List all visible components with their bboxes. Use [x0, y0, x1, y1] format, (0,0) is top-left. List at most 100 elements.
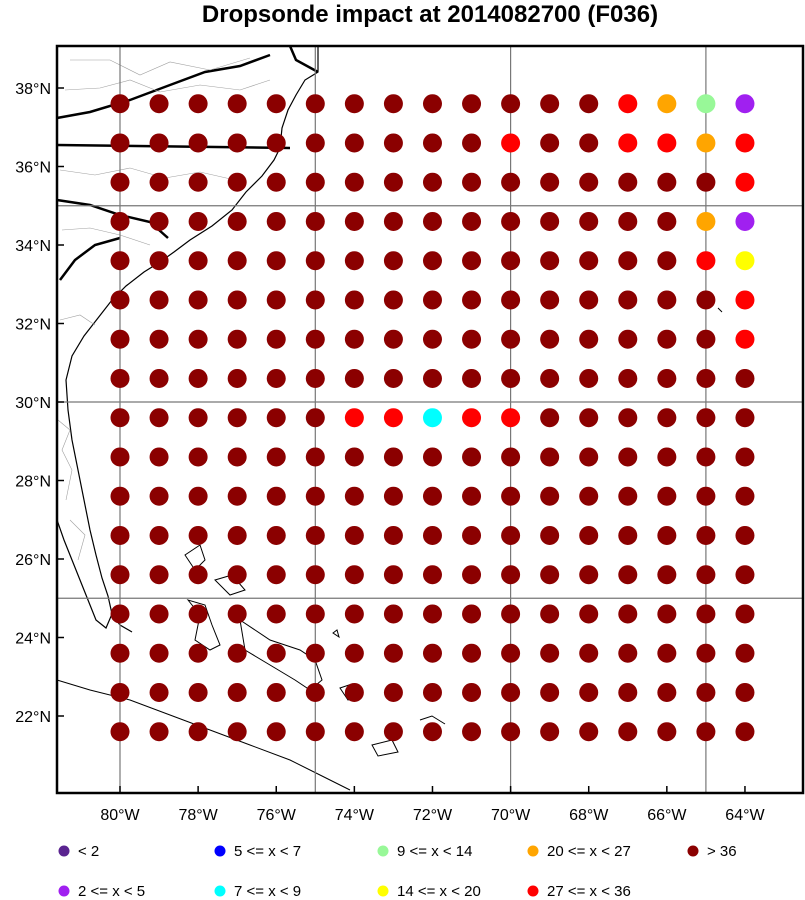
- impact-dots: [110, 94, 755, 742]
- impact-dot: [188, 94, 208, 114]
- impact-dot: [462, 251, 482, 271]
- impact-dot: [305, 643, 325, 663]
- x-tick-label: 78°W: [178, 807, 218, 824]
- impact-dot: [696, 682, 716, 702]
- impact-dot: [696, 172, 716, 192]
- impact-dot: [110, 211, 130, 231]
- impact-dot: [149, 251, 169, 271]
- impact-dot: [735, 368, 755, 388]
- impact-dot: [110, 172, 130, 192]
- impact-dot: [149, 408, 169, 428]
- impact-dot: [540, 643, 560, 663]
- impact-dot: [149, 565, 169, 585]
- impact-dot: [735, 447, 755, 467]
- impact-dot: [110, 290, 130, 310]
- impact-dot: [618, 368, 638, 388]
- legend-swatch: [687, 845, 699, 857]
- impact-dot: [188, 211, 208, 231]
- x-tick-label: 80°W: [100, 807, 140, 824]
- impact-dot: [344, 172, 364, 192]
- impact-dot: [266, 722, 286, 742]
- x-tick-label: 64°W: [725, 807, 765, 824]
- impact-dot: [696, 251, 716, 271]
- impact-dot: [696, 722, 716, 742]
- y-tick-label: 38°N: [15, 81, 51, 98]
- county-lines: [57, 57, 271, 561]
- impact-dot: [501, 368, 521, 388]
- impact-dot: [266, 329, 286, 349]
- legend-swatch: [527, 885, 539, 897]
- impact-dot: [227, 172, 247, 192]
- impact-dot: [422, 525, 442, 545]
- x-tick-label: 66°W: [647, 807, 687, 824]
- impact-dot: [149, 172, 169, 192]
- impact-dot: [462, 722, 482, 742]
- impact-dot: [540, 486, 560, 506]
- impact-dot: [188, 565, 208, 585]
- impact-dot: [657, 290, 677, 310]
- impact-dot: [110, 486, 130, 506]
- impact-dot: [462, 408, 482, 428]
- impact-dot: [696, 368, 716, 388]
- impact-dot: [618, 447, 638, 467]
- impact-dot: [110, 251, 130, 271]
- impact-dot: [462, 290, 482, 310]
- impact-dot: [227, 682, 247, 702]
- impact-dot: [266, 682, 286, 702]
- impact-dot: [422, 447, 442, 467]
- impact-dot: [266, 368, 286, 388]
- impact-dot: [227, 290, 247, 310]
- impact-dot: [462, 211, 482, 231]
- impact-dot: [735, 211, 755, 231]
- impact-dot: [540, 251, 560, 271]
- impact-dot: [266, 643, 286, 663]
- impact-dot: [618, 172, 638, 192]
- impact-dot: [579, 447, 599, 467]
- y-tick-label: 26°N: [15, 552, 51, 569]
- legend-label: 9 <= x < 14: [397, 843, 472, 860]
- impact-dot: [305, 447, 325, 467]
- impact-dot: [696, 643, 716, 663]
- impact-dot: [227, 133, 247, 153]
- impact-dot: [305, 682, 325, 702]
- impact-dot: [579, 565, 599, 585]
- impact-dot: [579, 682, 599, 702]
- impact-dot: [227, 447, 247, 467]
- impact-dot: [501, 565, 521, 585]
- impact-dot: [188, 604, 208, 624]
- impact-dot: [579, 643, 599, 663]
- impact-dot: [266, 133, 286, 153]
- impact-dot: [149, 486, 169, 506]
- impact-dot: [657, 211, 677, 231]
- impact-dot: [579, 722, 599, 742]
- impact-dot: [540, 290, 560, 310]
- impact-dot: [618, 94, 638, 114]
- impact-dot: [618, 682, 638, 702]
- impact-dot: [305, 133, 325, 153]
- impact-dot: [657, 722, 677, 742]
- legend-label: 2 <= x < 5: [78, 883, 145, 900]
- impact-dot: [383, 329, 403, 349]
- impact-dot: [540, 172, 560, 192]
- y-tick-label: 30°N: [15, 395, 51, 412]
- impact-dot: [422, 368, 442, 388]
- impact-dot: [266, 251, 286, 271]
- impact-dot: [110, 682, 130, 702]
- impact-dot: [344, 447, 364, 467]
- impact-dot: [618, 525, 638, 545]
- impact-dot: [110, 94, 130, 114]
- impact-dot: [501, 329, 521, 349]
- impact-dot: [305, 604, 325, 624]
- impact-dot: [344, 604, 364, 624]
- impact-dot: [188, 133, 208, 153]
- legend-label: 27 <= x < 36: [547, 883, 631, 900]
- impact-dot: [188, 408, 208, 428]
- impact-dot: [657, 604, 677, 624]
- impact-dot: [696, 133, 716, 153]
- legend-label: > 36: [707, 843, 737, 860]
- impact-dot: [383, 94, 403, 114]
- impact-dot: [227, 565, 247, 585]
- impact-dot: [383, 211, 403, 231]
- impact-dot: [149, 643, 169, 663]
- impact-dot: [266, 172, 286, 192]
